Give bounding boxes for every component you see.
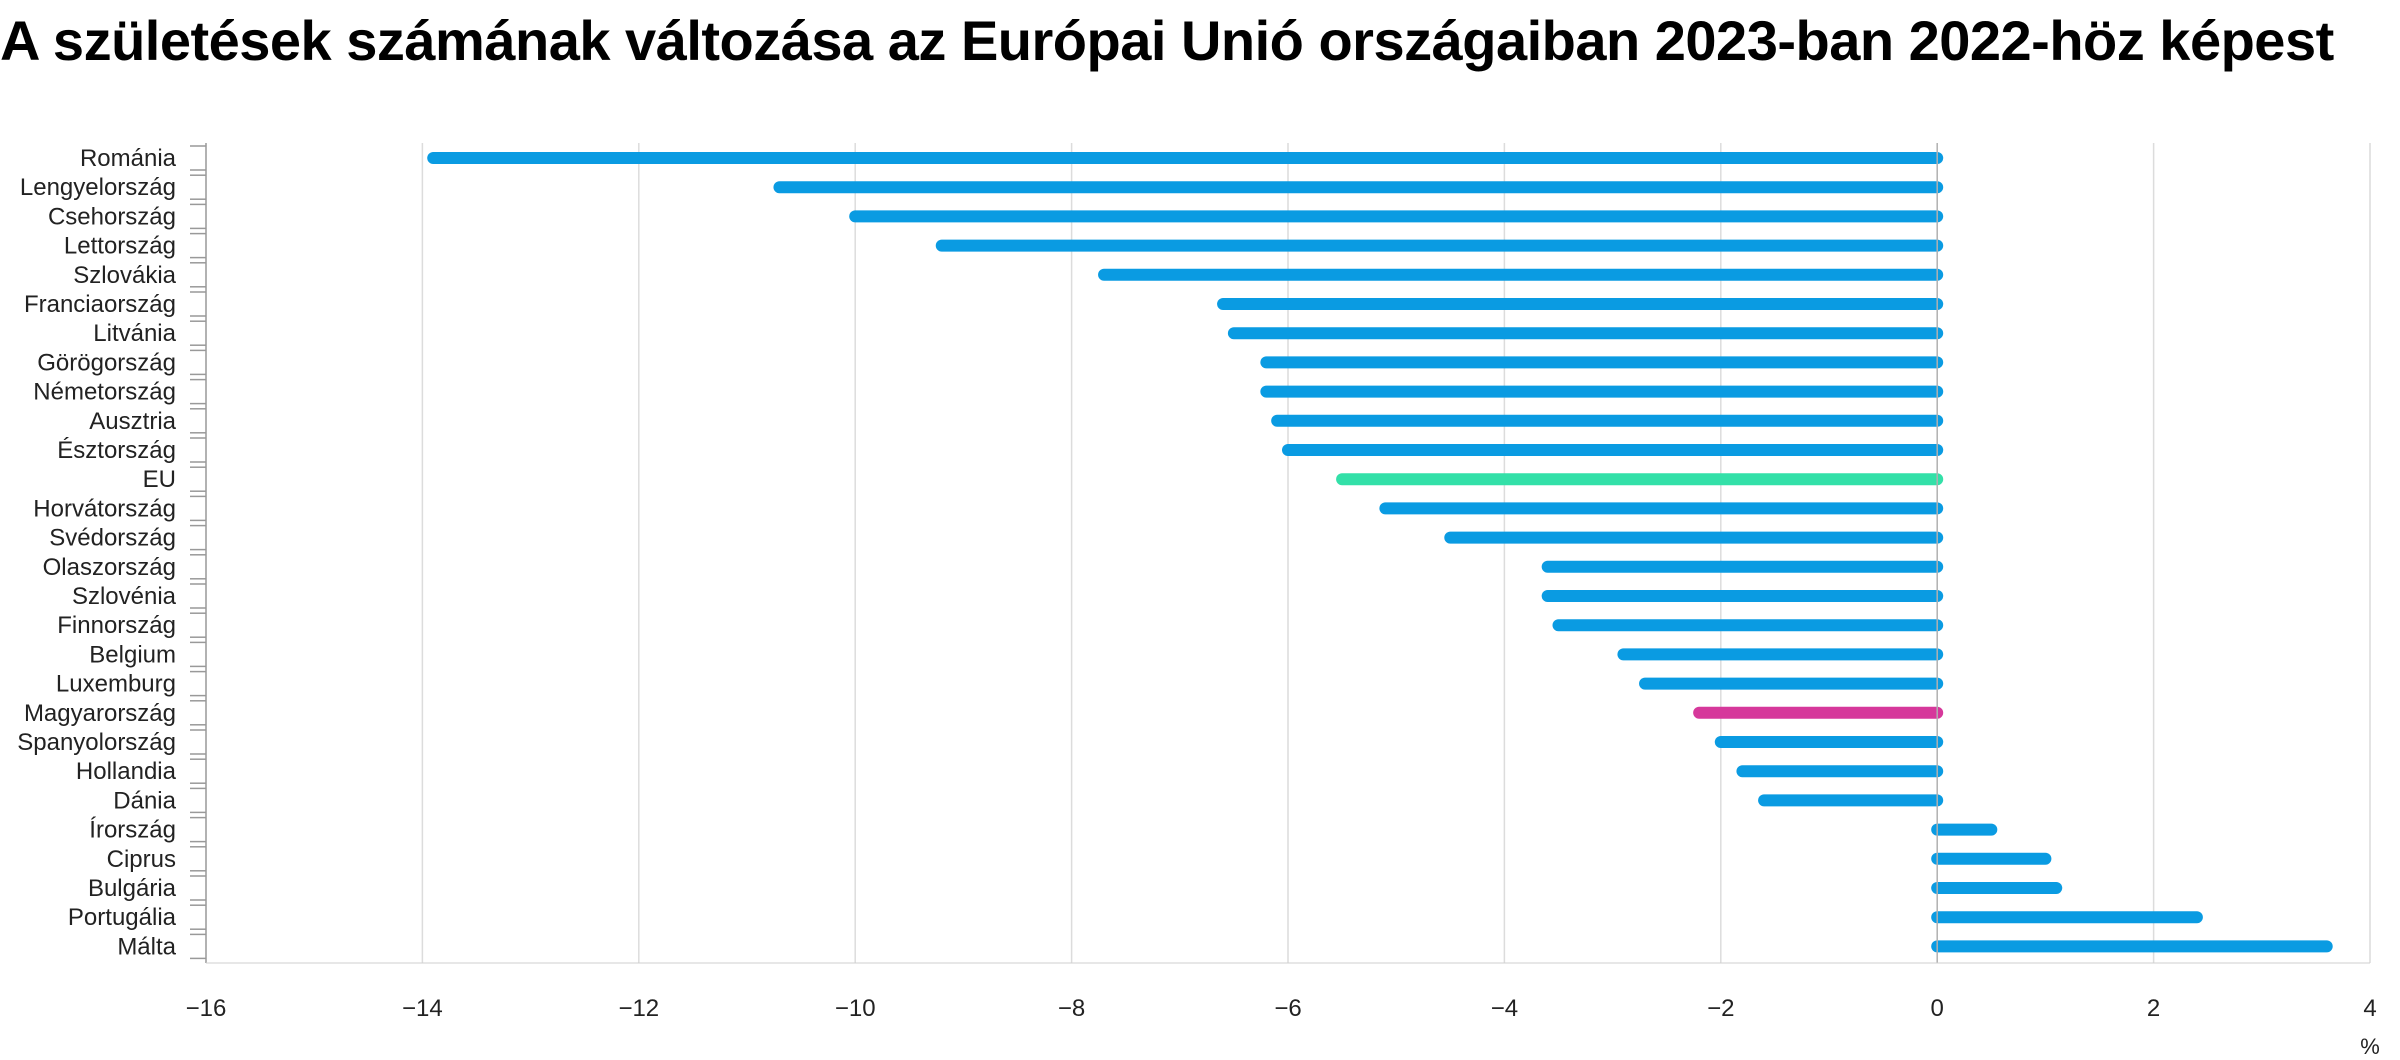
x-tick-label: −16 xyxy=(186,995,227,1022)
x-tick-label: −4 xyxy=(1491,995,1518,1022)
category-label: Románia xyxy=(80,145,177,172)
category-label: Görögország xyxy=(37,349,176,376)
category-label: Bulgária xyxy=(88,875,177,902)
category-label: Litvánia xyxy=(93,320,176,347)
category-label: Írország xyxy=(89,817,176,844)
category-label: Svédország xyxy=(49,525,176,552)
category-label: Lengyelország xyxy=(20,174,176,201)
x-tick-label: −6 xyxy=(1274,995,1301,1022)
chart-title: A születések számának változása az Európ… xyxy=(0,9,2334,72)
x-tick-label: 0 xyxy=(1931,995,1944,1022)
x-axis-unit-label: % xyxy=(2360,1034,2380,1059)
category-label: Ciprus xyxy=(107,846,176,873)
x-tick-label: −12 xyxy=(618,995,659,1022)
x-tick-label: −14 xyxy=(402,995,443,1022)
category-label: Franciaország xyxy=(24,291,176,318)
category-label: Észtország xyxy=(57,437,176,464)
category-label: Lettország xyxy=(64,233,176,260)
category-label: Hollandia xyxy=(76,758,177,785)
category-label: Németország xyxy=(33,379,176,406)
category-label: Málta xyxy=(117,933,176,960)
category-label: Olaszország xyxy=(43,554,176,581)
x-tick-label: −10 xyxy=(835,995,876,1022)
category-label: EU xyxy=(143,466,176,493)
x-tick-label: 4 xyxy=(2363,995,2376,1022)
category-label: Szlovénia xyxy=(72,583,177,610)
category-label: Szlovákia xyxy=(73,262,176,289)
category-label: Dánia xyxy=(113,787,176,814)
category-label: Luxemburg xyxy=(56,671,176,698)
category-label: Ausztria xyxy=(89,408,176,435)
category-label: Belgium xyxy=(89,641,176,668)
category-label: Magyarország xyxy=(24,700,176,727)
category-label: Spanyolország xyxy=(17,729,176,756)
category-label: Csehország xyxy=(48,203,176,230)
x-tick-label: 2 xyxy=(2147,995,2160,1022)
category-label: Finnország xyxy=(57,612,176,639)
x-tick-label: −2 xyxy=(1707,995,1734,1022)
category-label: Horvátország xyxy=(33,495,176,522)
x-tick-label: −8 xyxy=(1058,995,1085,1022)
category-label: Portugália xyxy=(68,904,177,931)
